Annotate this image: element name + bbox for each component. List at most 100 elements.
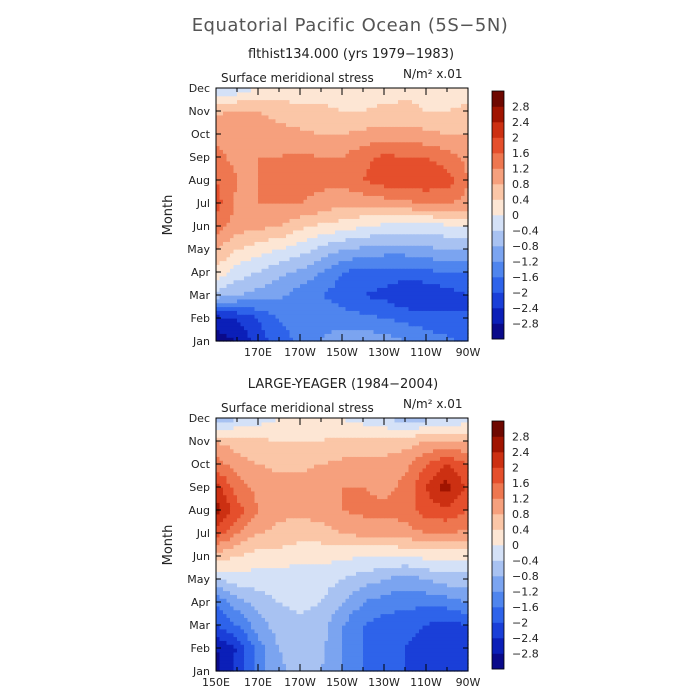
- heatmap-cell: [321, 134, 326, 139]
- heatmap-cell: [310, 91, 315, 97]
- heatmap-cell: [426, 245, 431, 250]
- heatmap-cell: [317, 241, 322, 246]
- heatmap-cell: [289, 318, 294, 323]
- heatmap-cell: [384, 245, 389, 250]
- heatmap-cell: [461, 137, 466, 143]
- heatmap-cell: [265, 134, 270, 139]
- heatmap-cell: [223, 122, 228, 127]
- heatmap-cell: [219, 226, 224, 231]
- heatmap-cell: [377, 218, 382, 223]
- heatmap-cell: [398, 114, 403, 120]
- heatmap-cell: [429, 256, 434, 262]
- heatmap-cell: [321, 206, 326, 212]
- heatmap-cell: [387, 237, 392, 242]
- heatmap-cell: [391, 214, 396, 219]
- heatmap-cell: [457, 160, 462, 166]
- heatmap-cell: [254, 107, 259, 112]
- heatmap-cell: [359, 283, 364, 288]
- heatmap-cell: [394, 249, 399, 254]
- heatmap-cell: [233, 268, 238, 273]
- heatmap-cell: [461, 318, 466, 323]
- heatmap-cell: [450, 91, 455, 97]
- heatmap-cell: [342, 191, 347, 196]
- heatmap-cell: [366, 88, 371, 93]
- heatmap-cell: [450, 214, 455, 219]
- heatmap-cell: [244, 91, 249, 97]
- heatmap-cell: [384, 199, 389, 204]
- heatmap-cell: [289, 226, 294, 231]
- heatmap-cell: [415, 306, 420, 311]
- heatmap-cell: [359, 206, 364, 212]
- heatmap-cell: [356, 264, 361, 269]
- heatmap-cell: [464, 268, 469, 273]
- heatmap-cell: [331, 206, 336, 212]
- heatmap-cell: [380, 233, 385, 239]
- heatmap-cell: [324, 168, 329, 173]
- heatmap-cell: [412, 291, 417, 296]
- heatmap-cell: [307, 160, 312, 166]
- heatmap-cell: [226, 191, 231, 196]
- heatmap-cell: [247, 310, 252, 315]
- heatmap-cell: [387, 122, 392, 127]
- heatmap-cell: [356, 295, 361, 300]
- heatmap-cell: [433, 122, 438, 127]
- heatmap-cell: [454, 103, 459, 108]
- heatmap-cell: [240, 206, 245, 212]
- heatmap-cell: [387, 302, 392, 308]
- heatmap-cell: [405, 95, 410, 101]
- heatmap-cell: [391, 183, 396, 189]
- heatmap-cell: [440, 283, 445, 288]
- heatmap-cell: [345, 245, 350, 250]
- heatmap-cell: [314, 103, 319, 108]
- heatmap-cell: [443, 118, 448, 124]
- heatmap-cell: [233, 264, 238, 269]
- heatmap-cell: [391, 153, 396, 158]
- heatmap-cell: [443, 195, 448, 200]
- colorbar-label: 2.4: [512, 116, 530, 129]
- heatmap-cell: [457, 203, 462, 208]
- heatmap-cell: [345, 199, 350, 204]
- heatmap-cell: [328, 302, 333, 308]
- heatmap-cell: [401, 279, 406, 285]
- heatmap-cell: [289, 203, 294, 208]
- heatmap-cell: [265, 88, 270, 93]
- heatmap-cell: [384, 91, 389, 97]
- heatmap-cell: [359, 264, 364, 269]
- heatmap-cell: [370, 260, 375, 265]
- heatmap-cell: [328, 226, 333, 231]
- heatmap-cell: [366, 103, 371, 108]
- heatmap-cell: [377, 88, 382, 93]
- heatmap-cell: [412, 118, 417, 124]
- heatmap-cell: [324, 233, 329, 239]
- heatmap-cell: [342, 279, 347, 285]
- heatmap-cell: [254, 137, 259, 143]
- heatmap-cell: [464, 302, 469, 308]
- heatmap-cell: [440, 291, 445, 296]
- heatmap-cell: [300, 95, 305, 101]
- heatmap-cell: [254, 153, 259, 158]
- heatmap-cell: [300, 199, 305, 204]
- heatmap-cell: [275, 226, 280, 231]
- heatmap-cell: [300, 206, 305, 212]
- heatmap-cell: [216, 272, 221, 277]
- heatmap-cell: [398, 214, 403, 219]
- heatmap-cell: [286, 114, 291, 120]
- heatmap-cell: [464, 222, 469, 227]
- heatmap-cell: [384, 191, 389, 196]
- heatmap-cell: [380, 191, 385, 196]
- heatmap-cell: [380, 222, 385, 227]
- heatmap-cell: [216, 302, 221, 308]
- heatmap-cell: [408, 111, 413, 116]
- heatmap-cell: [233, 95, 238, 101]
- heatmap-cell: [370, 107, 375, 112]
- heatmap-cell: [286, 249, 291, 254]
- heatmap-cell: [454, 176, 459, 181]
- heatmap-cell: [282, 126, 287, 131]
- heatmap-cell: [335, 291, 340, 296]
- heatmap-cell: [345, 95, 350, 101]
- heatmap-cell: [394, 111, 399, 116]
- heatmap-cell: [275, 318, 280, 323]
- heatmap-cell: [272, 126, 277, 131]
- heatmap-cell: [391, 283, 396, 288]
- heatmap-cell: [272, 325, 277, 331]
